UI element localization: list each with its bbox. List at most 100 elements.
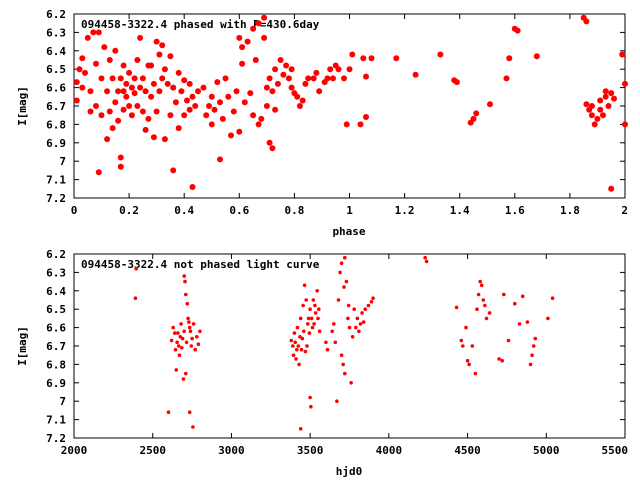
phased-y-tick-label: 6.5 bbox=[46, 63, 66, 76]
phased-data-point bbox=[269, 88, 276, 95]
unphased-data-point bbox=[189, 344, 194, 348]
phased-data-point bbox=[148, 62, 155, 69]
phased-data-point bbox=[150, 134, 157, 141]
phased-data-point bbox=[261, 34, 268, 41]
phased-data-point bbox=[186, 106, 193, 113]
unphased-data-point bbox=[316, 316, 320, 321]
phased-data-point bbox=[266, 75, 273, 82]
phased-data-point bbox=[222, 75, 229, 82]
unphased-data-point bbox=[180, 336, 185, 341]
unphased-data-point bbox=[308, 307, 312, 312]
phased-data-point bbox=[266, 139, 273, 146]
phased-data-point bbox=[233, 88, 240, 95]
phased-data-point bbox=[117, 163, 124, 170]
phased-data-point bbox=[285, 75, 292, 82]
phased-data-point bbox=[310, 75, 317, 82]
unphased-y-tick-label: 7.2 bbox=[46, 432, 66, 445]
phased-data-point bbox=[137, 84, 144, 91]
phased-y-tick-label: 6.8 bbox=[46, 118, 66, 131]
phased-data-point bbox=[316, 88, 323, 95]
unphased-data-point bbox=[475, 307, 479, 312]
unphased-data-point bbox=[185, 301, 190, 306]
phased-data-point bbox=[137, 34, 144, 41]
phased-data-point bbox=[503, 75, 510, 82]
phased-data-point bbox=[230, 108, 237, 115]
unphased-data-point bbox=[349, 381, 353, 385]
unphased-data-point bbox=[299, 347, 304, 352]
phased-data-point bbox=[239, 44, 246, 51]
phased-data-point bbox=[368, 55, 375, 62]
phased-data-point bbox=[186, 80, 193, 87]
unphased-data-point bbox=[506, 338, 511, 343]
phased-data-point bbox=[211, 106, 218, 113]
phased-data-point bbox=[294, 93, 301, 100]
phased-y-tick-label: 6.7 bbox=[46, 100, 66, 113]
unphased-data-point bbox=[298, 427, 303, 431]
phased-y-tick-label: 7 bbox=[59, 155, 66, 168]
unphased-data-point bbox=[293, 340, 298, 345]
phased-data-point bbox=[241, 99, 248, 106]
unphased-data-point bbox=[358, 322, 363, 326]
unphased-data-point bbox=[546, 316, 550, 321]
unphased-data-point bbox=[335, 399, 339, 404]
unphased-data-point bbox=[357, 329, 361, 334]
phased-data-point bbox=[131, 90, 138, 97]
phased-data-point bbox=[120, 88, 127, 95]
unphased-data-point bbox=[366, 303, 371, 308]
unphased-data-point bbox=[339, 353, 344, 358]
phased-data-point bbox=[619, 51, 626, 58]
unphased-data-point bbox=[305, 344, 309, 348]
unphased-data-point bbox=[190, 336, 194, 341]
phased-data-point bbox=[313, 69, 320, 76]
phased-data-point bbox=[343, 121, 350, 128]
phased-data-point bbox=[470, 115, 477, 122]
unphased-data-point bbox=[184, 292, 188, 297]
unphased-data-point bbox=[180, 346, 184, 350]
phased-data-point bbox=[605, 103, 612, 109]
phased-data-point bbox=[602, 93, 609, 100]
phased-data-point bbox=[123, 80, 130, 87]
unphased-data-point bbox=[312, 322, 316, 326]
unphased-data-point bbox=[333, 340, 338, 345]
unphased-data-point bbox=[481, 298, 486, 302]
phased-data-point bbox=[115, 88, 122, 95]
phased-data-point bbox=[349, 51, 356, 58]
unphased-data-point bbox=[300, 336, 305, 341]
phased-data-point bbox=[280, 71, 287, 78]
phased-data-point bbox=[217, 156, 223, 163]
phased-data-point bbox=[148, 93, 155, 100]
unphased-data-point bbox=[354, 325, 358, 330]
phased-data-point bbox=[87, 108, 94, 115]
phased-data-point bbox=[131, 75, 138, 82]
unphased-data-point bbox=[294, 357, 298, 361]
unphased-data-point bbox=[309, 404, 313, 409]
phased-data-point bbox=[175, 125, 182, 132]
phased-data-point bbox=[170, 167, 177, 174]
unphased-x-axis-label: hjd0 bbox=[336, 465, 363, 478]
phased-data-point bbox=[123, 93, 130, 100]
phased-data-point bbox=[305, 75, 312, 82]
unphased-data-point bbox=[296, 344, 301, 348]
phased-y-tick-label: 7.1 bbox=[46, 174, 66, 187]
phased-data-point bbox=[258, 115, 265, 122]
phased-data-point bbox=[134, 57, 141, 63]
unphased-data-point bbox=[195, 335, 199, 339]
unphased-points bbox=[133, 255, 555, 431]
phased-data-point bbox=[115, 117, 122, 124]
phased-data-point bbox=[208, 121, 215, 128]
phased-data-point bbox=[112, 47, 119, 54]
phased-data-point bbox=[288, 84, 295, 91]
phased-x-tick-label: 0.2 bbox=[119, 204, 139, 217]
phased-data-point bbox=[184, 97, 190, 104]
phased-data-point bbox=[236, 128, 243, 135]
phased-data-point bbox=[225, 93, 232, 100]
unphased-data-point bbox=[520, 294, 525, 299]
phased-ticks: 0 0.2 0.4 0.6 0.8 1 1.2 1.4 1.6 1.8 2 6.2 6.3 6.4 6.5 6… bbox=[46, 8, 628, 217]
unphased-data-point bbox=[487, 311, 492, 315]
phased-data-point bbox=[363, 73, 369, 80]
phased-data-point bbox=[239, 60, 246, 67]
phased-y-tick-label: 6.6 bbox=[46, 82, 66, 95]
unphased-data-point bbox=[338, 270, 342, 275]
phased-data-point bbox=[93, 103, 99, 109]
unphased-data-point bbox=[550, 296, 555, 301]
